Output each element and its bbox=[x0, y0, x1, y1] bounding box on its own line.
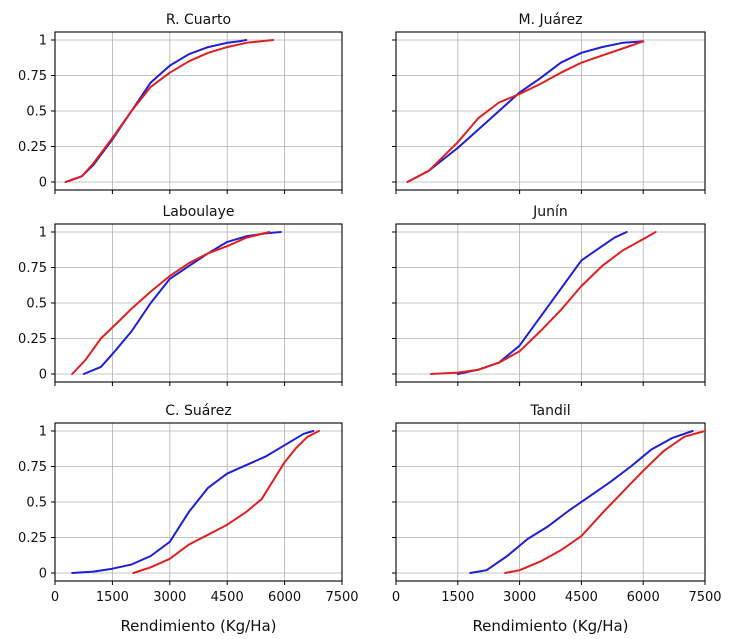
x-tick-label: 3000 bbox=[503, 590, 536, 605]
panel-title: M. Juárez bbox=[519, 12, 583, 28]
x-tick-label: 4500 bbox=[565, 590, 598, 605]
x-tick-label: 7500 bbox=[688, 590, 721, 605]
series-line bbox=[406, 40, 645, 183]
y-tick-label: 0.75 bbox=[18, 460, 47, 475]
x-tick-label: 6000 bbox=[627, 590, 660, 605]
panel-title: Tandil bbox=[529, 403, 570, 419]
series-line bbox=[71, 430, 315, 574]
x-tick-label: 0 bbox=[392, 590, 400, 605]
y-tick-label: 1 bbox=[39, 226, 47, 241]
panel-title: Laboulaye bbox=[162, 204, 234, 220]
y-tick-label: 0.5 bbox=[26, 297, 47, 312]
y-tick-label: 0.75 bbox=[18, 261, 47, 276]
series-line bbox=[504, 430, 706, 574]
x-tick-label: 1500 bbox=[441, 590, 474, 605]
x-tick-label: 7500 bbox=[325, 590, 358, 605]
series-line bbox=[71, 231, 271, 375]
x-tick-label: 6000 bbox=[268, 590, 301, 605]
panel-title: Junín bbox=[532, 204, 568, 220]
x-tick-label: 0 bbox=[51, 590, 59, 605]
x-tick-label: 1500 bbox=[96, 590, 129, 605]
panel-title: C. Suárez bbox=[165, 403, 231, 419]
y-tick-label: 0.5 bbox=[26, 105, 47, 120]
x-tick-label: 4500 bbox=[211, 590, 244, 605]
series-line bbox=[406, 40, 645, 183]
x-axis-label: Rendimiento (Kg/Ha) bbox=[472, 617, 628, 635]
series-line bbox=[132, 430, 320, 574]
y-tick-label: 0.25 bbox=[18, 332, 47, 347]
series-line bbox=[82, 231, 282, 375]
y-tick-label: 0.5 bbox=[26, 496, 47, 511]
y-tick-label: 0.75 bbox=[18, 69, 47, 84]
y-tick-label: 0.25 bbox=[18, 140, 47, 155]
y-tick-label: 1 bbox=[39, 34, 47, 49]
y-tick-label: 1 bbox=[39, 425, 47, 440]
x-tick-label: 3000 bbox=[153, 590, 186, 605]
y-tick-label: 0.25 bbox=[18, 531, 47, 546]
y-tick-label: 0 bbox=[39, 368, 47, 383]
panel-title: R. Cuarto bbox=[166, 12, 231, 28]
series-line bbox=[430, 231, 657, 375]
y-tick-label: 0 bbox=[39, 567, 47, 582]
series-line bbox=[469, 430, 694, 574]
series-line bbox=[64, 39, 275, 183]
x-axis-label: Rendimiento (Kg/Ha) bbox=[120, 617, 276, 635]
y-tick-label: 0 bbox=[39, 176, 47, 191]
